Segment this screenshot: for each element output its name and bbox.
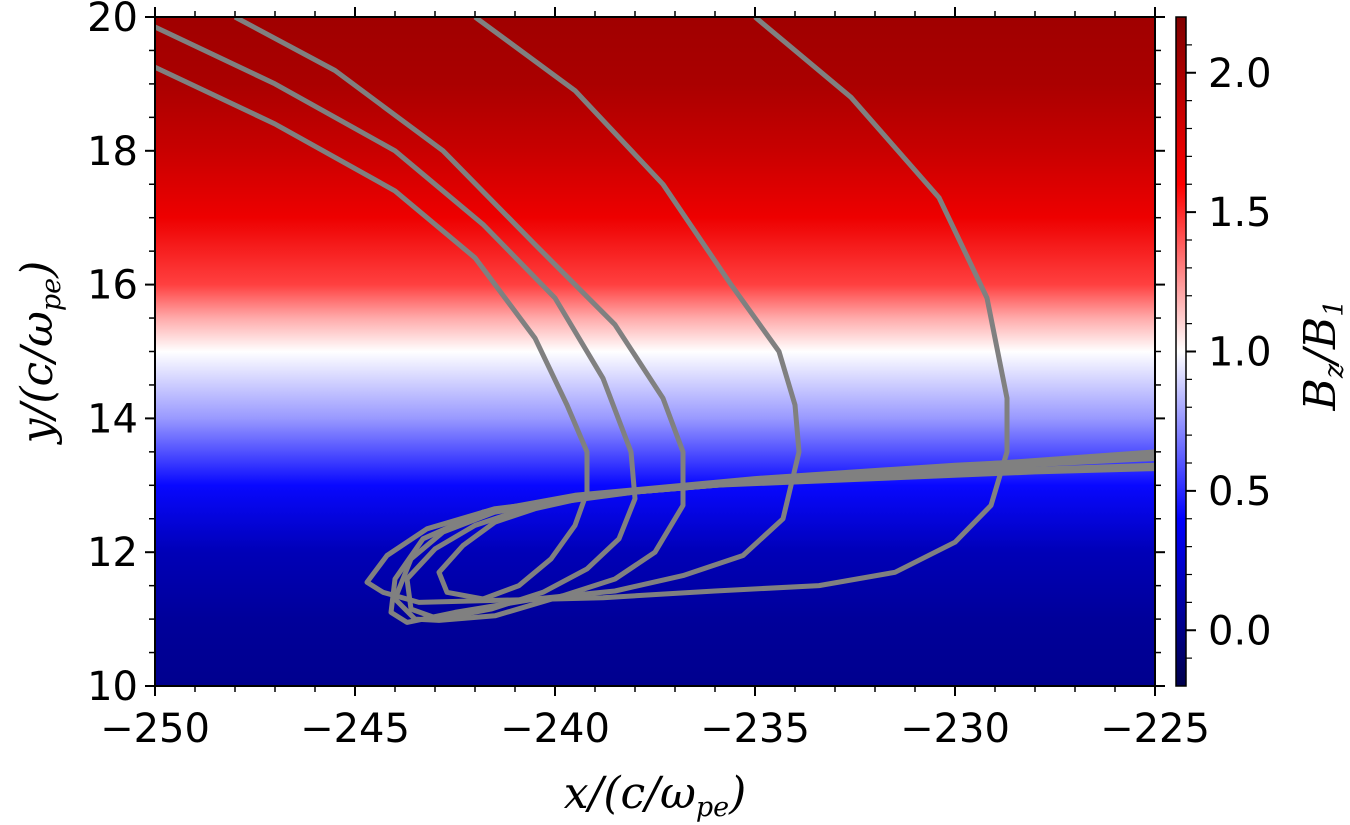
x-axis-label: x/(c/ωpe) xyxy=(564,768,747,823)
colorbar-tick-label: 1.5 xyxy=(1208,190,1272,236)
x-tick-label: −225 xyxy=(1100,706,1210,752)
y-axis-label: y/(c/ωpe) xyxy=(12,261,67,446)
trajectory-5 xyxy=(364,17,1155,605)
colorbar-ticks: 0.0 0.5 1.0 1.5 2.0 xyxy=(1186,44,1272,659)
colorbar: 0.0 0.5 1.0 1.5 2.0 Bz/B1 xyxy=(1175,16,1350,687)
x-tick-label: −235 xyxy=(700,706,810,752)
colorbar-strip xyxy=(1175,16,1187,687)
y-tick-label: 14 xyxy=(87,396,138,442)
y-tick-label: 18 xyxy=(87,129,138,175)
colorbar-tick-label: 0.0 xyxy=(1208,608,1272,654)
y-tick-label: 20 xyxy=(87,0,138,41)
y-tick-label: 12 xyxy=(87,530,138,576)
x-tick-label: −230 xyxy=(900,706,1010,752)
plot-area: −250 −245 −240 −235 −230 −225 10 12 14 16 18 20 xyxy=(87,0,1210,752)
colorbar-tick-label: 0.5 xyxy=(1208,469,1272,515)
colorbar-tick-label: 1.0 xyxy=(1208,330,1272,376)
x-tick-label: −240 xyxy=(500,706,610,752)
y-tick-label: 10 xyxy=(87,664,138,710)
axis-ticks: −250 −245 −240 −235 −230 −225 10 12 14 16 18 20 xyxy=(87,0,1210,752)
heatmap-field xyxy=(155,17,1155,686)
y-tick-label: 16 xyxy=(87,263,138,309)
colorbar-label: Bz/B1 xyxy=(1295,300,1350,412)
colorbar-tick-label: 2.0 xyxy=(1208,51,1272,97)
x-tick-label: −245 xyxy=(300,706,410,752)
x-tick-label: −250 xyxy=(100,706,210,752)
trajectories xyxy=(155,17,1155,625)
